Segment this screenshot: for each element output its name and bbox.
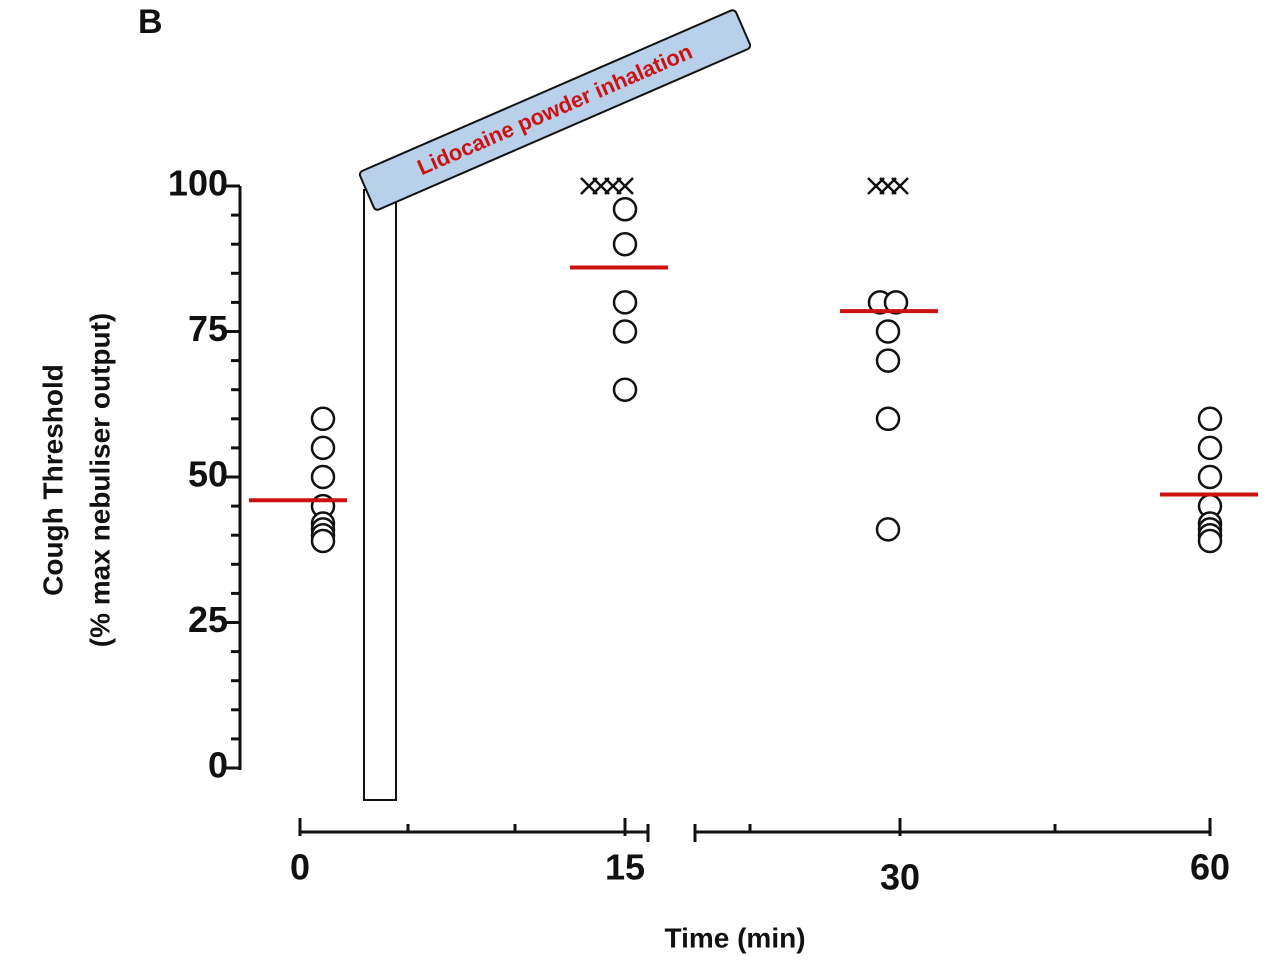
annotation-text: Lidocaine powder inhalation <box>414 39 696 180</box>
censored-point <box>616 177 634 195</box>
data-point <box>1197 406 1223 432</box>
data-point <box>1197 435 1223 461</box>
data-point <box>1197 528 1223 554</box>
data-point <box>612 319 638 344</box>
data-point <box>612 231 638 257</box>
data-point <box>1197 464 1223 490</box>
data-point <box>612 197 638 222</box>
y-tick-label: 25 <box>188 599 228 640</box>
data-point <box>875 406 901 432</box>
y-axis-title: Cough Threshold <box>37 364 68 596</box>
annotation-bg <box>358 9 752 211</box>
data-point <box>310 464 336 490</box>
y-tick-label: 75 <box>188 308 228 349</box>
data-point <box>883 290 909 315</box>
y-tick-label: 50 <box>188 454 228 495</box>
y-tick-label: 0 <box>208 745 228 786</box>
data-point <box>612 290 638 315</box>
treatment-bar <box>363 189 397 801</box>
data-point <box>875 319 901 344</box>
x-tick-label: 30 <box>880 857 920 898</box>
data-point <box>310 528 336 554</box>
data-point <box>612 377 638 402</box>
annotation-box: Lidocaine powder inhalation <box>358 9 752 211</box>
y-tick-label: 100 <box>168 163 228 204</box>
data-point <box>310 435 336 461</box>
panel-label: B <box>138 3 163 41</box>
x-tick-label: 0 <box>290 847 310 888</box>
x-axis-title: Time (min) <box>664 922 805 953</box>
x-axis <box>298 818 1212 842</box>
x-tick-label: 15 <box>605 847 645 888</box>
data-point <box>310 406 336 432</box>
data-point <box>875 348 901 373</box>
x-tick-label: 60 <box>1190 847 1230 888</box>
y-axis-title: (% max nebuliser output) <box>84 313 115 647</box>
censored-point <box>891 177 909 195</box>
data-point <box>875 517 901 542</box>
